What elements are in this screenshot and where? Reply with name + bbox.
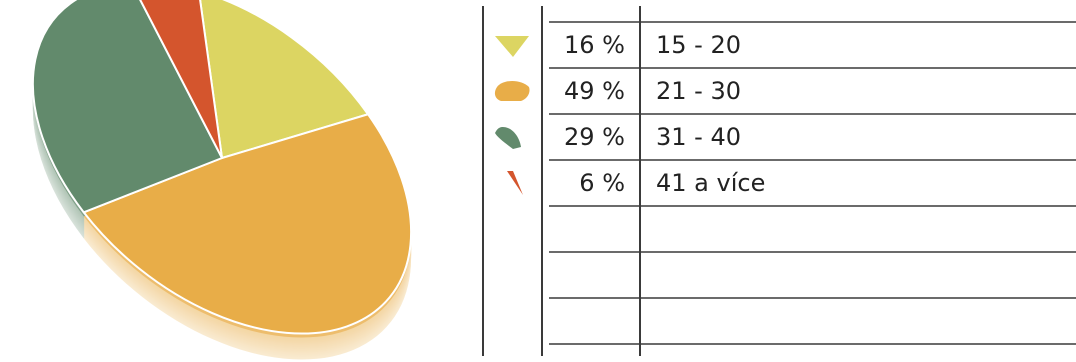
legend-category: 41 a více	[656, 169, 765, 197]
legend-grid	[482, 6, 1076, 356]
pie-top	[31, 0, 413, 335]
legend-percent: 6 %	[579, 169, 625, 197]
legend-swatch-icon	[495, 127, 521, 149]
legend-swatch-icon	[494, 81, 530, 101]
legend-percent: 16 %	[564, 31, 625, 59]
pie-slice-1	[82, 113, 413, 335]
legend-rows: 16 % 15 - 20 49 % 21 - 30 29 % 31 - 40 6 % 41 a…	[494, 31, 765, 197]
pie-chart	[31, 0, 413, 360]
legend-row: 49 % 21 - 30	[494, 77, 741, 105]
legend-percent: 29 %	[564, 123, 625, 151]
legend-row: 6 % 41 a více	[507, 169, 765, 197]
pie-slice-2	[31, 0, 223, 214]
legend-category: 15 - 20	[656, 31, 741, 59]
legend-row: 16 % 15 - 20	[495, 31, 741, 59]
legend-category: 21 - 30	[656, 77, 741, 105]
legend-row: 29 % 31 - 40	[495, 123, 741, 151]
legend-swatch-icon	[495, 36, 529, 57]
legend-category: 31 - 40	[656, 123, 741, 151]
legend-percent: 49 %	[564, 77, 625, 105]
pie-slice-3	[139, 0, 223, 159]
pie-slice-0	[199, 0, 370, 159]
legend-swatch-icon	[507, 171, 523, 195]
